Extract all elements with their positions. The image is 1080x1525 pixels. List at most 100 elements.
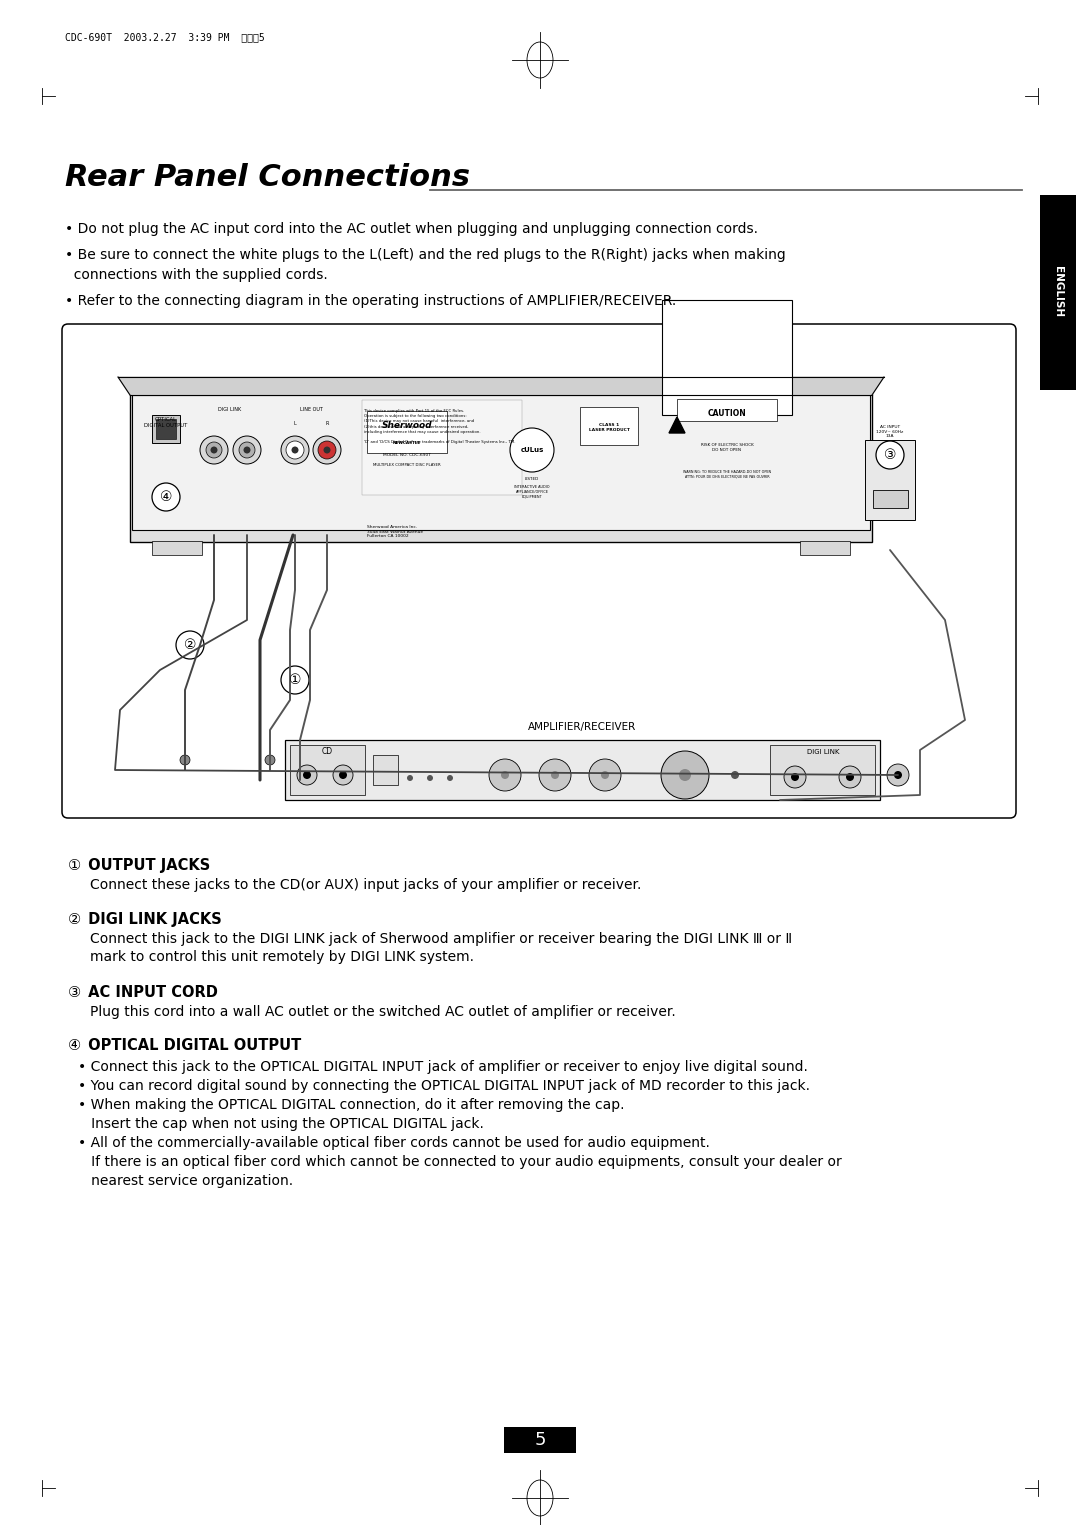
Circle shape [176,631,204,659]
Polygon shape [669,416,685,433]
Circle shape [791,773,799,781]
Bar [770,746,875,795]
Circle shape [292,447,298,453]
Text: OPTICAL
DIGITAL OUTPUT: OPTICAL DIGITAL OUTPUT [145,416,188,429]
Bar [865,441,915,520]
Circle shape [239,442,255,457]
Circle shape [333,766,353,785]
Text: cULus: cULus [521,447,543,453]
Text: Connect these jacks to the CD(or AUX) input jacks of your amplifier or receiver.: Connect these jacks to the CD(or AUX) in… [90,878,642,892]
Text: INTERACTIVE AUDIO
APPLIANCE/OFFICE
EQUIPMENT: INTERACTIVE AUDIO APPLIANCE/OFFICE EQUIP… [514,485,550,499]
Text: • Connect this jack to the OPTICAL DIGITAL INPUT jack of amplifier or receiver t: • Connect this jack to the OPTICAL DIGIT… [78,1060,808,1074]
Circle shape [233,436,261,464]
Circle shape [297,766,318,785]
Circle shape [894,772,902,779]
FancyBboxPatch shape [62,323,1016,817]
Text: AMPLIFIER/RECEIVER: AMPLIFIER/RECEIVER [528,721,636,732]
Bar [373,755,399,785]
Polygon shape [118,377,885,395]
Circle shape [600,772,609,779]
Circle shape [313,436,341,464]
Text: • You can record digital sound by connecting the OPTICAL DIGITAL INPUT jack of M: • You can record digital sound by connec… [78,1080,810,1093]
Circle shape [846,773,854,781]
Text: connections with the supplied cords.: connections with the supplied cords. [65,268,327,282]
Text: OUTPUT JACKS: OUTPUT JACKS [83,859,211,872]
Circle shape [589,759,621,791]
Text: ③: ③ [883,448,896,462]
Text: • Be sure to connect the white plugs to the L(Left) and the red plugs to the R(R: • Be sure to connect the white plugs to … [65,249,786,262]
Text: Insert the cap when not using the OPTICAL DIGITAL jack.: Insert the cap when not using the OPTICA… [78,1116,484,1132]
Text: ENGLISH: ENGLISH [1053,267,1063,317]
Bar [362,400,522,496]
Circle shape [180,755,190,766]
Bar [285,740,880,801]
Bar [662,300,792,415]
Text: Sherwood America Inc.
3048 East Walnut Avenue
Fullerton CA 10002: Sherwood America Inc. 3048 East Walnut A… [367,525,423,538]
Text: RISK OF ELECTRIC SHOCK
DO NOT OPEN: RISK OF ELECTRIC SHOCK DO NOT OPEN [701,442,754,451]
Circle shape [324,447,330,453]
Circle shape [489,759,521,791]
Text: ③: ③ [68,985,81,1000]
Text: LINE OUT: LINE OUT [299,407,323,412]
Text: CLASS 1
LASER PRODUCT: CLASS 1 LASER PRODUCT [589,422,630,432]
Circle shape [887,764,909,785]
Text: • All of the commercially-available optical fiber cords cannot be used for audio: • All of the commercially-available opti… [78,1136,710,1150]
Text: LISTED: LISTED [525,477,539,480]
Text: Rear Panel Connections: Rear Panel Connections [65,163,470,192]
Circle shape [427,775,433,781]
Bar [677,400,777,421]
Text: ①: ① [288,673,301,686]
Circle shape [206,442,222,457]
Circle shape [876,441,904,470]
Text: • Refer to the connecting diagram in the operating instructions of AMPLIFIER/REC: • Refer to the connecting diagram in the… [65,294,676,308]
Text: AC INPUT CORD: AC INPUT CORD [83,985,218,1000]
Circle shape [510,429,554,473]
Text: R: R [325,421,328,425]
Circle shape [265,755,275,766]
Text: MULTIPLEX COMPACT DISC PLAYER: MULTIPLEX COMPACT DISC PLAYER [374,464,441,467]
Text: DIGI LINK: DIGI LINK [807,749,839,755]
Text: mark to control this unit remotely by DIGI LINK system.: mark to control this unit remotely by DI… [90,950,474,964]
Text: If there is an optical fiber cord which cannot be connected to your audio equipm: If there is an optical fiber cord which … [78,1154,841,1170]
Text: ①: ① [68,859,81,872]
Bar [367,412,447,453]
Text: • Do not plug the AC input cord into the AC outlet when plugging and unplugging : • Do not plug the AC input cord into the… [65,223,758,236]
Text: • When making the OPTICAL DIGITAL connection, do it after removing the cap.: • When making the OPTICAL DIGITAL connec… [78,1098,624,1112]
Text: 5: 5 [535,1430,545,1449]
Circle shape [539,759,571,791]
FancyBboxPatch shape [130,393,872,541]
Circle shape [295,766,305,775]
Circle shape [661,750,708,799]
Circle shape [731,772,739,779]
Text: This device complies with Part 15 of the FCC Rules.
Operation is subject to the : This device complies with Part 15 of the… [364,409,515,444]
Circle shape [303,772,311,779]
Circle shape [281,666,309,694]
Circle shape [200,436,228,464]
Circle shape [281,436,309,464]
Text: DIGI LINK: DIGI LINK [218,407,242,412]
Text: NEWCASTLE: NEWCASTLE [393,441,421,445]
Circle shape [839,766,861,788]
Bar [873,490,908,508]
Bar [152,541,202,555]
Text: AC INPUT
120V~ 60Hz
13A: AC INPUT 120V~ 60Hz 13A [876,425,904,438]
Bar [152,415,180,442]
Text: nearest service organization.: nearest service organization. [78,1174,293,1188]
Circle shape [447,775,453,781]
Circle shape [501,772,509,779]
Text: OPTICAL DIGITAL OUTPUT: OPTICAL DIGITAL OUTPUT [83,1039,301,1052]
Circle shape [152,483,180,511]
Text: ②: ② [68,912,81,927]
Bar [156,419,176,439]
Text: L: L [294,421,296,425]
Text: WARNING: TO REDUCE THE HAZARD-DO NOT OPEN
ATTN: POUR DE DHS ELECTRIQUE NE PAS OU: WARNING: TO REDUCE THE HAZARD-DO NOT OPE… [683,470,771,479]
Bar [504,1427,576,1453]
Bar [1040,195,1076,390]
Bar [800,541,850,555]
Circle shape [211,447,217,453]
Circle shape [286,441,303,459]
Bar [132,395,870,531]
Circle shape [339,772,347,779]
Text: ④: ④ [68,1039,81,1052]
Bar [580,407,638,445]
